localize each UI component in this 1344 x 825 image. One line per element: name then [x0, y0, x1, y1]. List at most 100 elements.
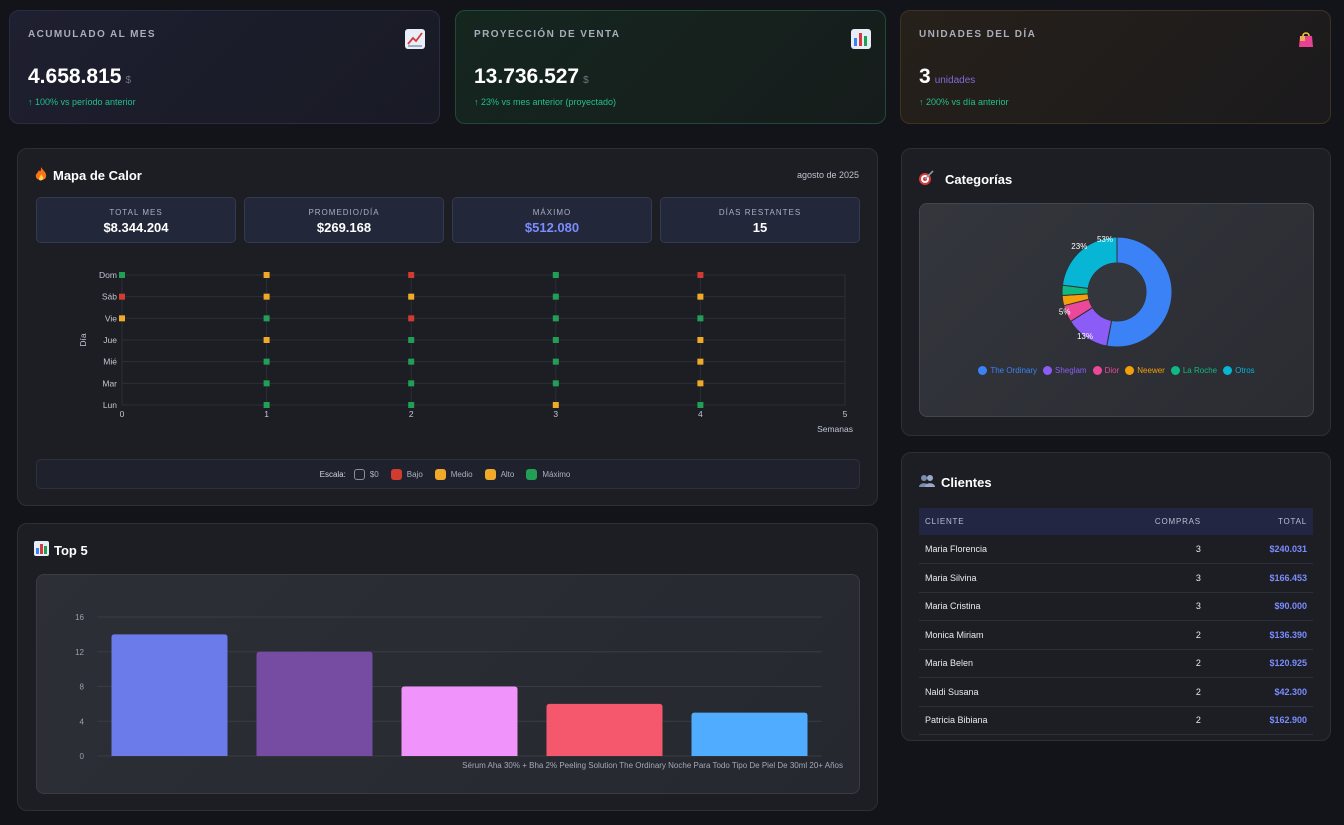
heatmap-cell — [697, 315, 704, 322]
legend-label: Dior — [1104, 366, 1120, 375]
categorias-legend: The Ordinary Sheglam Dior Neewer La Roche Otr… — [920, 366, 1313, 375]
cliente-compras: 2 — [1079, 649, 1211, 678]
heatmap-card: Mapa de Calor agosto de 2025 TOTAL MES $… — [17, 148, 878, 506]
y-tick-label: Mié — [103, 357, 117, 367]
legend-item[interactable]: Otros — [1223, 366, 1255, 375]
top5-chart-box: 0 4 8 12 16 Sérum Aha 30% + Bha 2% Peeling So… — [36, 574, 860, 794]
heatmap-cell — [408, 315, 415, 322]
table-row[interactable]: Naldi Susana 2 $42.300 — [919, 677, 1313, 707]
y-tick-label: Mar — [102, 378, 117, 388]
heatmap-cell — [697, 402, 704, 408]
kpi-value: 3 unidades — [919, 65, 976, 88]
stat-total-mes: TOTAL MES $8.344.204 — [36, 197, 236, 243]
x-tick-label: 0 — [120, 409, 125, 419]
heatmap-cell — [552, 315, 559, 322]
categorias-chart-box: 53% 13% 5% 23% The Ordinary Sheglam Dior Neewe… — [919, 203, 1314, 417]
heatmap-cell — [119, 272, 125, 278]
column-header-compras[interactable]: COMPRAS — [1079, 508, 1211, 535]
categorias-donut-chart: 53% 13% 5% 23% — [1059, 235, 1173, 348]
heatmap-cell — [408, 293, 415, 300]
stat-value: $8.344.204 — [103, 220, 169, 235]
heatmap-cell — [552, 272, 559, 278]
y-tick-label: 12 — [75, 648, 84, 657]
heatmap-cell — [697, 358, 704, 365]
heatmap-cell — [119, 293, 125, 300]
scale-swatch — [390, 468, 402, 480]
table-row[interactable]: Monica Miriam 2 $136.390 — [919, 620, 1313, 650]
cliente-compras: 2 — [1079, 620, 1211, 650]
heatmap-cell — [263, 380, 270, 387]
stat-promedio-dia: PROMEDIO/DÍA $269.168 — [244, 197, 444, 243]
table-row[interactable]: Maria Cristina 3 $90.000 — [919, 592, 1313, 621]
scale-label: Escala: — [319, 469, 346, 479]
cliente-name: Maria Cristina — [919, 592, 1080, 621]
legend-item[interactable]: Neewer — [1125, 366, 1165, 375]
x-tick-label: 3 — [553, 409, 558, 419]
heatmap-chart: Lun Mar Mié Jue Vie Sáb Dom 0 1 2 3 4 5 Semanas Día — [78, 270, 853, 434]
legend-item[interactable]: Dior — [1092, 366, 1120, 375]
x-tick-label: Sérum Aha 30% + Bha 2% Peeling Solution … — [462, 761, 843, 770]
scale-item: Bajo — [390, 468, 423, 480]
legend-label: Neewer — [1137, 366, 1165, 375]
scale-item: $0 — [353, 468, 379, 480]
stat-label: TOTAL MES — [109, 208, 163, 217]
legend-item[interactable]: La Roche — [1170, 366, 1218, 375]
top5-title: Top 5 — [34, 541, 88, 559]
heatmap-title: Mapa de Calor — [34, 166, 142, 185]
cliente-total: $136.390 — [1210, 620, 1313, 650]
scale-swatch — [434, 468, 446, 480]
heatmap-cell — [263, 337, 270, 343]
table-row[interactable]: Maria Silvina 3 $166.453 — [919, 563, 1313, 593]
x-tick-label: 5 — [843, 409, 848, 419]
bar — [401, 686, 518, 756]
scale-swatch — [353, 468, 365, 480]
top5-bar-chart: 0 4 8 12 16 Sérum Aha 30% + Bha 2% Peeling So… — [75, 613, 843, 770]
bar — [546, 703, 663, 756]
heatmap-cell — [408, 272, 415, 278]
table-row[interactable]: Maria Florencia 3 $240.031 — [919, 535, 1313, 564]
x-axis-label: Semanas — [817, 424, 853, 434]
column-header-cliente[interactable]: CLIENTE — [919, 508, 1080, 535]
heatmap-cell — [408, 380, 415, 387]
legend-dot — [1125, 366, 1135, 375]
legend-label: Sheglam — [1055, 366, 1087, 375]
kpi-label: PROYECCIÓN DE VENTA — [474, 29, 621, 40]
column-header-total[interactable]: TOTAL — [1210, 508, 1313, 535]
table-row[interactable]: Patricia Bibiana 2 $162.900 — [919, 706, 1313, 735]
kpi-value: 4.658.815 $ — [28, 65, 131, 88]
stat-value: $512.080 — [524, 220, 580, 235]
cliente-name: Maria Florencia — [919, 535, 1080, 564]
legend-dot — [978, 366, 988, 375]
scale-item: Máximo — [526, 468, 570, 480]
x-tick-label: 4 — [698, 409, 703, 419]
legend-label: La Roche — [1182, 366, 1218, 375]
table-row[interactable]: Maria Belen 2 $120.925 — [919, 649, 1313, 678]
kpi-card-unidades: UNIDADES DEL DÍA 3 unidades ↑ 200% vs día… — [900, 10, 1331, 124]
heatmap-cell — [263, 272, 270, 278]
stat-value: 15 — [752, 220, 768, 235]
y-tick-label: 8 — [80, 683, 85, 692]
heatmap-cell — [697, 293, 704, 300]
y-tick-label: Sáb — [102, 292, 117, 302]
y-tick-label: 4 — [80, 717, 85, 726]
fire-icon — [34, 166, 48, 185]
legend-item[interactable]: The Ordinary — [978, 366, 1037, 375]
bar-chart-icon — [34, 541, 49, 559]
cliente-name: Monica Miriam — [919, 620, 1080, 650]
heatmap-cell — [263, 293, 270, 300]
heatmap-cell — [263, 315, 270, 322]
heatmap-cell — [408, 358, 415, 365]
heatmap-cell — [697, 272, 704, 278]
stat-dias-restantes: DÍAS RESTANTES 15 — [660, 197, 860, 243]
kpi-change: ↑ 23% vs mes anterior (proyectado) — [474, 97, 617, 107]
users-icon — [918, 474, 936, 491]
legend-item[interactable]: Sheglam — [1043, 366, 1087, 375]
heatmap-cell — [552, 380, 559, 387]
y-tick-label: Dom — [99, 270, 117, 280]
heatmap-cell — [408, 337, 415, 343]
cliente-compras: 3 — [1079, 592, 1211, 621]
cliente-total: $120.925 — [1210, 649, 1313, 678]
donut-hole — [1088, 263, 1146, 321]
heatmap-cell — [697, 380, 704, 387]
categorias-title: Categorías — [918, 170, 1012, 189]
